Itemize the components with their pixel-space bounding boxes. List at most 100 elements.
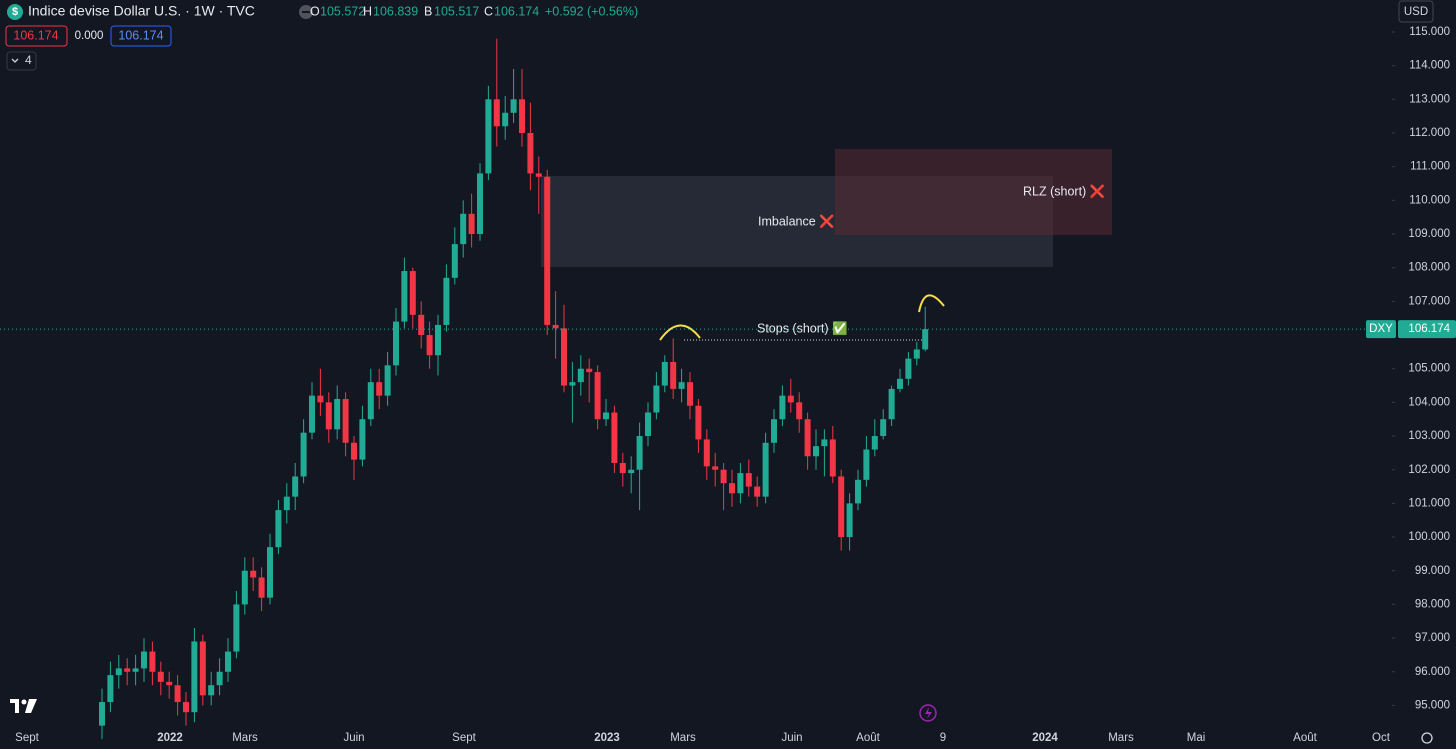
x-tick-label: Août [856, 732, 880, 744]
candle-body [157, 671, 164, 682]
ohlc-value: 105.572 [320, 4, 365, 18]
change-text: +0.592 (+0.56%) [545, 4, 638, 18]
candle-body [384, 365, 391, 396]
candle-body [603, 412, 609, 420]
candle-body [477, 173, 483, 235]
ohlc-label: O [310, 4, 320, 18]
y-tick-label: 98.000 [1415, 598, 1450, 610]
sell-price[interactable]: 106.174 [13, 28, 58, 42]
candle-body [367, 382, 374, 420]
settings-icon[interactable] [1421, 732, 1433, 744]
candle-body [468, 213, 475, 235]
candle-body [199, 641, 206, 696]
annotation: Stops (short) ✅ [757, 320, 848, 335]
ohlc-label: H [363, 4, 372, 18]
candle-body [275, 510, 282, 548]
x-tick-label: Juin [343, 732, 364, 744]
candle-body [149, 651, 156, 672]
y-tick-label: 100.000 [1408, 531, 1450, 543]
currency-box[interactable] [1398, 0, 1434, 23]
arc [918, 294, 945, 313]
indicator-toggle[interactable] [6, 51, 37, 71]
candle-body [586, 368, 593, 373]
candle-body [409, 271, 416, 315]
candle-body [594, 372, 601, 420]
chevron [11, 58, 19, 63]
candle-body [745, 473, 752, 487]
status-glyph [302, 11, 310, 13]
symbol-tag [1366, 320, 1396, 339]
candle-body [787, 395, 794, 403]
x-tick-label: 2023 [594, 732, 620, 744]
annotation: Imbalance ❌ [758, 213, 835, 229]
ohlc-label: C [484, 4, 493, 18]
candle-body [846, 503, 853, 538]
candle-body [401, 271, 408, 322]
candle-body [183, 702, 189, 713]
buy-price[interactable]: 106.174 [118, 28, 163, 42]
logo-part [15, 699, 19, 713]
arc [659, 324, 701, 341]
candle-body [493, 99, 500, 127]
price-label: 106.174 [1408, 323, 1450, 335]
candle-body [653, 385, 660, 413]
candle-body [670, 361, 677, 389]
candle-body [712, 466, 719, 470]
candle-body [292, 476, 299, 497]
candle-body [922, 329, 929, 350]
candle-body [829, 439, 836, 477]
event-icon[interactable] [919, 704, 937, 722]
y-tick-label: 113.000 [1409, 93, 1450, 105]
chart-title: Indice devise Dollar U.S. · 1W · TVC [28, 3, 255, 19]
candle-body [208, 685, 215, 696]
x-tick-label: 2024 [1032, 732, 1058, 744]
candle-body [821, 439, 828, 447]
candle-body [426, 335, 433, 356]
ohlc-label: B [424, 4, 432, 18]
logo-part [10, 699, 19, 703]
candle-body [342, 399, 349, 443]
y-tick-label: 97.000 [1415, 632, 1450, 644]
candle-body [569, 382, 576, 386]
candle-body [544, 176, 551, 325]
buy-box[interactable] [110, 25, 172, 47]
x-tick-label: Sept [15, 732, 39, 744]
candle-body [283, 496, 290, 511]
candle-body [300, 432, 307, 477]
candle-body [888, 388, 895, 420]
rlz-zone [835, 149, 1112, 235]
currency[interactable]: USD [1404, 6, 1428, 18]
candle-body [502, 112, 509, 127]
candle-body [191, 641, 198, 713]
candle-body [636, 436, 643, 470]
candle-body [678, 382, 685, 389]
candle-body [216, 671, 223, 686]
candle-body [905, 358, 912, 379]
indicator-count[interactable]: 4 [25, 53, 32, 67]
candle-body [619, 462, 626, 474]
candle-body [527, 133, 534, 174]
candle-body [838, 476, 845, 538]
candle-body [897, 378, 903, 389]
candle-body [107, 675, 114, 703]
candle-body [359, 419, 366, 460]
candle-body [443, 277, 450, 325]
candle-body [855, 479, 861, 504]
sell-box[interactable] [5, 25, 68, 47]
x-tick-label: Mars [670, 732, 696, 744]
candle-body [485, 99, 492, 174]
x-tick-label: Sept [452, 732, 476, 744]
candle-body [880, 419, 887, 437]
candle-body [703, 439, 710, 467]
candle-body [166, 681, 173, 686]
x-tick-label: Mai [1187, 732, 1206, 744]
y-tick-label: 112.000 [1409, 127, 1450, 139]
y-tick-label: 96.000 [1415, 666, 1450, 678]
x-tick-label: Août [1293, 732, 1317, 744]
y-tick-label: 107.000 [1408, 295, 1450, 307]
candle-body [645, 412, 651, 437]
ohlc-value: 106.174 [494, 4, 539, 18]
candle-body [611, 412, 618, 463]
annotation: RLZ (short) ❌ [1023, 183, 1105, 199]
